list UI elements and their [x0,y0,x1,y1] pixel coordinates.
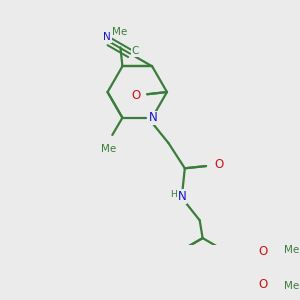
Text: Me: Me [284,245,299,255]
Text: O: O [258,278,267,291]
Text: Me: Me [284,281,299,291]
Text: O: O [132,88,141,101]
Text: O: O [214,158,223,171]
Text: C: C [131,46,139,56]
Text: H: H [170,190,177,200]
Text: Me: Me [112,27,127,37]
Text: O: O [258,245,267,258]
Text: Me: Me [101,144,117,154]
Text: N: N [103,32,111,42]
Text: N: N [149,111,158,124]
Text: N: N [178,190,186,203]
